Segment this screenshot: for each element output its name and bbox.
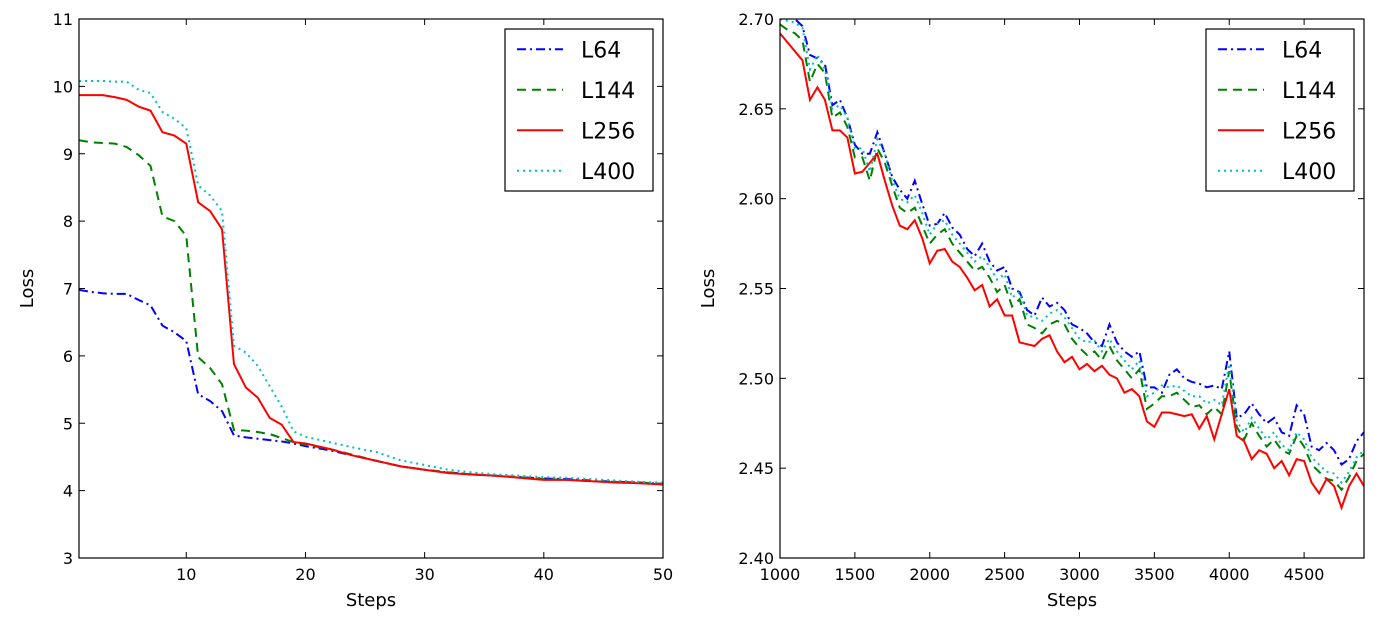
y-tick-label: 2.70 [738, 10, 774, 29]
x-tick-label: 40 [534, 565, 554, 584]
y-tick-label: 2.40 [738, 549, 774, 568]
legend-label-l144: L144 [581, 79, 635, 104]
y-tick-label: 7 [63, 280, 73, 299]
x-tick-label: 2500 [984, 565, 1025, 584]
series-line-l144 [79, 139, 663, 485]
series-line-l64 [792, 19, 1364, 467]
x-tick-label: 20 [295, 565, 315, 584]
y-axis-label: Loss [698, 269, 719, 308]
x-axis-label: Steps [1047, 590, 1097, 611]
series-line-l64 [79, 288, 663, 485]
legend-label-l64: L64 [581, 38, 621, 63]
x-tick-label: 4500 [1284, 565, 1325, 584]
y-tick-label: 2.55 [738, 280, 774, 299]
y-tick-label: 2.50 [738, 369, 774, 388]
y-tick-label: 6 [63, 347, 73, 366]
y-tick-label: 2.65 [738, 100, 774, 119]
y-tick-label: 3 [63, 549, 73, 568]
legend-label-l400: L400 [581, 160, 635, 185]
y-tick-label: 2.60 [738, 190, 774, 209]
x-tick-label: 3500 [1134, 565, 1175, 584]
series-line-l400 [780, 19, 1364, 485]
x-tick-label: 1500 [835, 565, 876, 584]
y-tick-label: 4 [63, 482, 73, 501]
y-tick-label: 5 [63, 414, 73, 433]
x-tick-label: 50 [653, 565, 673, 584]
x-tick-label: 3000 [1059, 565, 1100, 584]
x-tick-label: 10 [176, 565, 196, 584]
chart-panel-2: 1000 1500 2000 2500 3000 3500 4000 4500 2.40 2.45… [698, 10, 1365, 611]
legend-box [1205, 28, 1355, 192]
y-tick-label: 10 [53, 77, 73, 96]
legend-label-l144: L144 [1282, 79, 1336, 104]
series-line-l144 [780, 23, 1364, 492]
legend-label-l256: L256 [581, 119, 635, 144]
x-tick-label: 1000 [760, 565, 801, 584]
y-tick-label: 2.45 [738, 459, 774, 478]
legend-label-l400: L400 [1282, 160, 1336, 185]
chart-panel-1: 10 20 30 40 50 3 4 5 6 7 8 9 10 11 Steps Loss L64 L144 L25… [17, 10, 673, 611]
series-line-l256 [79, 94, 663, 486]
legend-label-l64: L64 [1282, 38, 1322, 63]
series-line-l256 [780, 32, 1364, 511]
series-line-l400 [79, 79, 663, 484]
y-axis-label: Loss [17, 269, 38, 308]
x-axis-label: Steps [346, 590, 396, 611]
y-tick-label: 8 [63, 212, 73, 231]
y-tick-label: 11 [53, 10, 73, 29]
x-tick-label: 2000 [909, 565, 950, 584]
legend-label-l256: L256 [1282, 119, 1336, 144]
legend: L64 L144 L256 L400 [1205, 28, 1355, 192]
x-tick-label: 4000 [1209, 565, 1250, 584]
legend: L64 L144 L256 L400 [504, 28, 654, 192]
x-tick-label: 30 [414, 565, 434, 584]
y-tick-label: 9 [63, 145, 73, 164]
legend-box [504, 28, 654, 192]
